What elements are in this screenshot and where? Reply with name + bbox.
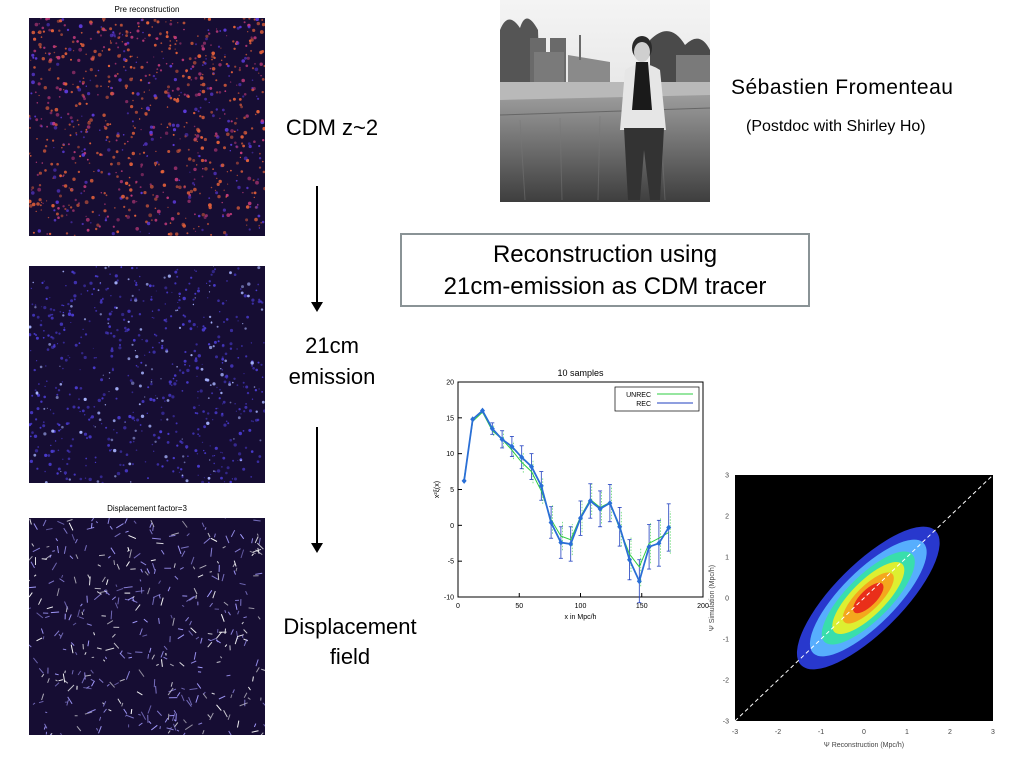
correlation-function-chart: 10 samples 0 50 100 150 200 -10 -5 0 5 10 15 20 x in … [434, 368, 709, 621]
y-tick-label: 2 [725, 514, 729, 521]
x-tick-label: -3 [732, 729, 738, 736]
series-line-rec [463, 409, 670, 584]
data-point [470, 416, 476, 423]
y-tick-label: 3 [725, 473, 729, 480]
data-point [627, 556, 632, 563]
y-tick-label: 10 [446, 451, 454, 458]
caption-line1: Reconstruction using [492, 241, 718, 268]
x-tick-label: 200 [697, 603, 709, 610]
x-axis-label: x in Mpc/h [565, 614, 597, 621]
identity-line [734, 474, 994, 722]
21cm-emission-panel [29, 266, 265, 483]
data-point [666, 524, 672, 531]
pre-reconstruction-panel [29, 18, 265, 236]
x-tick-label: 1 [905, 729, 909, 736]
data-point [636, 578, 642, 585]
data-point [646, 543, 652, 550]
caption-box: Reconstruction using 21cm-emission as CD… [400, 233, 810, 307]
data-point [489, 425, 495, 432]
y-tick-label: 15 [446, 415, 454, 422]
data-point [529, 463, 534, 470]
chart-frame [457, 381, 704, 598]
data-point [617, 523, 623, 530]
person-name: Sébastien Fromenteau [731, 76, 954, 99]
y-tick-label: 20 [446, 380, 454, 387]
cdm-label: CDM z~2 [285, 115, 379, 140]
data-point [548, 519, 554, 526]
data-point [597, 505, 603, 512]
displacement-label-line2: field [329, 644, 371, 669]
displacement-label-line1: Displacement [283, 614, 417, 639]
y-tick-label: 1 [725, 555, 729, 562]
x-tick-label: -2 [775, 729, 781, 736]
x-axis-label: Ψ Reconstruction (Mpc/h) [824, 742, 904, 749]
density-contour [853, 582, 884, 614]
y-tick-label: 0 [450, 523, 454, 530]
legend-label: UNREC [626, 392, 651, 399]
caption-line2: 21cm-emission as CDM tracer [443, 273, 767, 300]
panel-title-displacement: Displacement factor=3 [107, 504, 187, 513]
x-tick-label: 100 [575, 603, 587, 610]
legend-box [614, 386, 700, 412]
portrait-photo [499, 0, 711, 202]
x-tick-label: 150 [636, 603, 648, 610]
y-tick-label: 5 [450, 487, 454, 494]
emission-label-line2: emission [288, 364, 376, 389]
down-arrow-icon [311, 427, 323, 553]
chart-title: 10 samples [557, 368, 604, 378]
y-axis-label: x²ξ(x) [434, 481, 441, 498]
panel-title-pre-reconstruction: Pre reconstruction [114, 5, 180, 14]
data-point [461, 477, 467, 484]
x-tick-label: -1 [818, 729, 824, 736]
y-tick-label: -1 [723, 637, 729, 644]
x-tick-label: 0 [862, 729, 866, 736]
data-point [519, 454, 525, 461]
displacement-scatter-heatmap: -3 -2 -1 0 1 2 3 -3 -2 -1 0 1 2 3 Ψ Reconstruction (Mp… [709, 473, 995, 750]
x-tick-label: 50 [515, 603, 523, 610]
y-tick-label: -3 [723, 719, 729, 726]
data-point [558, 539, 564, 546]
data-point [587, 497, 593, 504]
y-tick-label: 0 [725, 596, 729, 603]
data-point [568, 540, 574, 547]
x-tick-label: 0 [456, 603, 460, 610]
data-point [607, 500, 613, 507]
emission-label-line1: 21cm [305, 333, 359, 358]
data-point [578, 515, 583, 522]
y-tick-label: -10 [444, 595, 454, 602]
x-tick-label: 2 [948, 729, 952, 736]
y-axis-label: Ψ Simulation (Mpc/h) [709, 565, 716, 631]
y-tick-label: -5 [448, 559, 454, 566]
data-point [499, 436, 505, 443]
person-role: (Postdoc with Shirley Ho) [746, 118, 926, 135]
y-tick-label: -2 [723, 678, 729, 685]
x-tick-label: 3 [991, 729, 995, 736]
displacement-field-panel [29, 518, 265, 735]
legend-label: REC [636, 401, 651, 408]
data-point [656, 540, 662, 547]
down-arrow-icon [311, 186, 323, 312]
data-point [480, 407, 485, 414]
